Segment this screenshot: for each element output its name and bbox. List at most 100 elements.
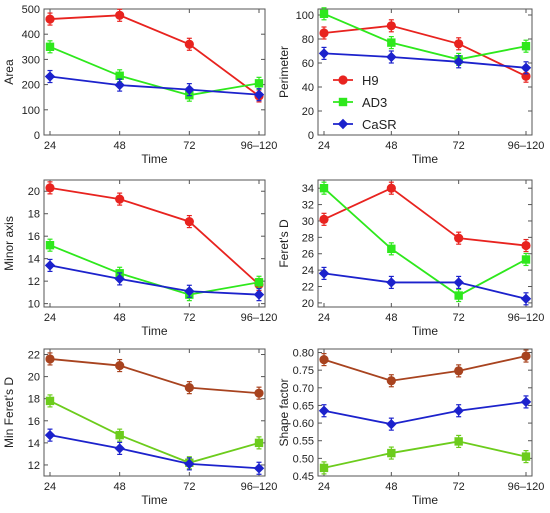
legend-label-h9: H9: [362, 73, 379, 88]
data-point: [520, 62, 532, 73]
y-tick-label: 0: [308, 130, 314, 142]
y-tick-label: 10: [28, 299, 40, 311]
y-axis-title: Minor axis: [2, 216, 16, 271]
y-tick-label: 80: [302, 34, 314, 46]
series-line-h9: [49, 14, 260, 97]
y-tick-label: 20: [302, 106, 314, 118]
y-tick-label: 20: [28, 372, 40, 384]
series-line-casr: [49, 434, 260, 470]
data-point: [520, 293, 532, 305]
data-point: [454, 437, 463, 446]
data-point: [45, 183, 55, 193]
x-tick-label: 24: [44, 140, 56, 152]
legend-label-casr: CaSR: [362, 117, 397, 132]
data-point: [520, 396, 532, 408]
series-casr: [44, 258, 265, 302]
x-tick-label: 48: [385, 312, 397, 324]
data-point: [319, 28, 329, 38]
series-h9: [45, 352, 264, 400]
series-ad3: [319, 181, 531, 303]
x-tick-label: 72: [183, 481, 195, 493]
y-tick-label: 14: [28, 438, 40, 450]
data-point: [45, 396, 55, 406]
data-point: [454, 291, 463, 300]
y-tick-label: 100: [296, 10, 314, 22]
y-tick-label: 0.80: [293, 348, 314, 360]
data-point: [254, 278, 264, 287]
series-line-h9: [323, 24, 527, 78]
series-casr: [44, 69, 265, 102]
data-point: [253, 463, 265, 474]
data-point: [521, 452, 531, 461]
y-axis-title: Perimeter: [277, 46, 291, 98]
series-ad3: [45, 394, 264, 470]
y-tick-label: 400: [22, 29, 40, 41]
panel-shape-factor: 0.45 0.50 0.55 0.60 0.65 0.70 0.75 0.80 24 48 72 96…: [277, 348, 544, 507]
y-tick-label: 0.60: [293, 418, 314, 430]
data-point: [115, 430, 124, 440]
data-point: [319, 183, 329, 193]
data-point: [253, 89, 265, 100]
x-tick-label: 48: [114, 481, 126, 493]
x-axis-title: Time: [412, 493, 439, 507]
data-point: [44, 71, 56, 82]
legend: H9 AD3 CaSR: [333, 73, 397, 132]
x-tick-label: 72: [183, 312, 195, 324]
data-point: [254, 388, 264, 398]
x-tick-label: 96–120: [241, 481, 278, 493]
data-point: [45, 42, 55, 51]
x-tick-label: 48: [114, 312, 126, 324]
y-axis-title: Feret's D: [277, 219, 291, 268]
data-point: [454, 39, 464, 49]
x-axis-title: Time: [412, 152, 439, 166]
y-tick-label: 16: [28, 416, 40, 428]
plot-frame: [317, 8, 533, 136]
data-point: [386, 376, 396, 386]
series-line-h9: [49, 358, 260, 395]
series-casr: [318, 395, 532, 431]
data-point: [319, 9, 329, 18]
data-point: [453, 56, 464, 67]
series-h9: [319, 349, 531, 388]
panel-perimeter: 0 20 40 60 80 100 24 48 72 96–120 Time Perimeter H9 A…: [277, 7, 544, 166]
y-tick-label: 60: [302, 58, 314, 70]
data-point: [45, 354, 55, 364]
plot-frame: [43, 8, 266, 136]
x-axis-title: Time: [141, 152, 168, 166]
y-tick-label: 0.65: [293, 400, 314, 412]
series-casr: [318, 266, 532, 306]
data-point: [319, 354, 329, 365]
data-point: [184, 383, 194, 393]
y-tick-label: 26: [302, 249, 314, 261]
x-tick-label: 24: [44, 312, 56, 324]
data-point: [115, 71, 124, 80]
data-point: [318, 268, 330, 279]
series-h9: [319, 19, 531, 83]
series-line-ad3: [323, 440, 527, 469]
series-line-casr: [49, 264, 260, 296]
y-tick-label: 18: [28, 209, 40, 221]
data-point: [45, 240, 55, 250]
data-point: [387, 448, 396, 458]
x-tick-label: 48: [114, 140, 126, 152]
data-point: [45, 14, 55, 24]
y-tick-label: 30: [302, 216, 314, 228]
series-line-ad3: [49, 400, 260, 464]
y-tick-label: 40: [302, 82, 314, 94]
y-tick-label: 0.45: [293, 471, 314, 483]
y-tick-label: 20: [28, 186, 40, 198]
series-line-ad3: [323, 12, 527, 61]
y-tick-label: 0.50: [293, 453, 314, 465]
x-tick-label: 48: [385, 481, 397, 493]
panel-min-feret-s-d: 12 14 16 18 20 22 24 48 72 96–120 Time Min Feret's …: [2, 348, 278, 507]
legend-swatch: [338, 97, 348, 107]
data-point: [453, 277, 464, 288]
y-tick-label: 200: [22, 80, 40, 92]
y-tick-label: 12: [28, 460, 40, 472]
x-axis-title: Time: [141, 493, 168, 507]
data-point: [184, 39, 194, 49]
data-point: [454, 366, 464, 376]
y-tick-label: 14: [28, 254, 40, 266]
series-ad3: [45, 238, 264, 302]
series-line-h9: [323, 355, 527, 382]
